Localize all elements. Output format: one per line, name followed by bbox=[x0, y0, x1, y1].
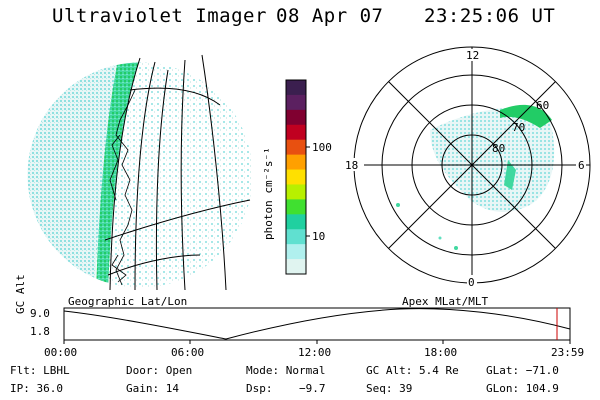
time-label-2359: 23:59 bbox=[551, 346, 585, 359]
colorbar-segment bbox=[286, 229, 306, 245]
info-seq: Seq: 39 bbox=[366, 382, 413, 395]
info-filter: Flt: LBHL bbox=[10, 364, 70, 377]
geographic-label: Geographic Lat/Lon bbox=[68, 295, 188, 308]
mlt-label-0: 0 bbox=[468, 276, 475, 289]
lat-label-60: 60 bbox=[536, 99, 549, 112]
geo-disk bbox=[27, 62, 253, 288]
colorbar-tick-100: 100 bbox=[312, 141, 332, 154]
apex-label: Apex MLat/MLT bbox=[402, 295, 489, 308]
info-ip: IP: 36.0 bbox=[10, 382, 63, 395]
time-label-0000: 00:00 bbox=[44, 346, 78, 359]
header-date: 08 Apr 07 bbox=[276, 5, 384, 27]
colorbar-segment bbox=[286, 80, 306, 96]
colorbar-segment bbox=[286, 94, 306, 111]
mlt-label-6: 6 bbox=[578, 159, 585, 172]
colorbar-segment bbox=[286, 244, 306, 260]
mlt-label-18: 18 bbox=[345, 159, 358, 172]
info-door: Door: Open bbox=[126, 364, 193, 377]
colorbar-segment bbox=[286, 154, 306, 171]
colorbar-segment bbox=[286, 139, 306, 156]
header-time: 23:25:06 UT bbox=[424, 5, 556, 27]
colorbar-segment bbox=[286, 124, 306, 141]
colorbar-segment bbox=[286, 259, 306, 275]
mlt-label-12: 12 bbox=[466, 49, 479, 62]
coastline bbox=[109, 89, 136, 286]
info-glon: GLon: 104.9 bbox=[486, 382, 559, 395]
altitude-curve bbox=[63, 308, 571, 340]
time-label-1200: 12:00 bbox=[298, 346, 332, 359]
lat-label-70: 70 bbox=[512, 121, 525, 134]
info-mode: Mode: Normal bbox=[246, 364, 326, 377]
info-gain: Gain: 14 bbox=[126, 382, 179, 395]
gc-alt-tick-top: 9.0 bbox=[30, 307, 50, 320]
gc-alt-axis-label: GC Alt bbox=[14, 274, 27, 314]
page-title: Ultraviolet Imager bbox=[52, 5, 267, 27]
gc-alt-tick-bottom: 1.8 bbox=[30, 325, 50, 338]
colorbar-segment bbox=[286, 109, 306, 126]
lat-label-80: 80 bbox=[492, 142, 505, 155]
time-label-1800: 18:00 bbox=[424, 346, 458, 359]
colorbar-segment bbox=[286, 199, 306, 215]
info-gc-alt: GC Alt: 5.4 Re bbox=[366, 364, 459, 377]
geo-grid bbox=[104, 54, 251, 291]
time-label-0600: 06:00 bbox=[171, 346, 205, 359]
colorbar-tick-10: 10 bbox=[312, 230, 325, 243]
colorbar-segment bbox=[286, 184, 306, 200]
info-glat: GLat: −71.0 bbox=[486, 364, 559, 377]
colorbar-segment bbox=[286, 214, 306, 230]
colorbar-segment bbox=[286, 169, 306, 185]
info-dsp: Dsp: −9.7 bbox=[246, 382, 326, 395]
